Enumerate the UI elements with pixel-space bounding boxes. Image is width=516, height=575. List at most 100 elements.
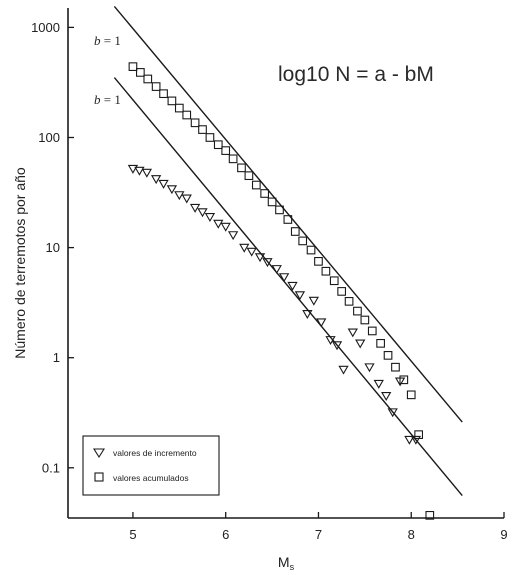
cumulative-point: [383, 351, 393, 360]
fit-line-label-1-value: = 1: [101, 33, 121, 48]
cumulative-point: [290, 227, 300, 236]
increment-point: [331, 341, 343, 351]
increment-point: [316, 318, 327, 328]
cumulative-point: [182, 110, 192, 120]
cumulative-point: [314, 257, 323, 266]
cumulative-point: [159, 89, 168, 99]
cumulative-point: [306, 245, 316, 255]
increment-point: [174, 191, 185, 201]
legend-label-incremento: valores de incremento: [113, 448, 197, 458]
x-axis-label-main: M: [278, 554, 290, 570]
cumulative-point: [425, 510, 435, 520]
cumulative-point: [298, 236, 308, 246]
increment-point: [271, 265, 282, 275]
legend: valores de incremento valores acumulados: [82, 435, 220, 496]
cumulative-point: [167, 96, 177, 106]
fit-line-label-2-symbol: b: [94, 92, 101, 107]
cumulative-point: [344, 296, 354, 306]
x-tick-label: 7: [315, 527, 322, 542]
y-tick-label: 0.1: [42, 460, 60, 475]
cumulative-point: [275, 205, 284, 215]
increment-point: [150, 175, 162, 185]
increment-point: [227, 231, 239, 241]
legend-box: [82, 435, 220, 496]
increment-point: [381, 392, 392, 401]
cumulative-point: [237, 163, 246, 173]
cumulative-point: [360, 315, 370, 325]
fit-line-label-2-value: = 1: [101, 92, 121, 107]
fit-line-cumulative: [113, 5, 463, 423]
legend-label-acumulados: valores acumulados: [113, 473, 189, 483]
cumulative-point: [136, 68, 145, 77]
increment-point: [141, 168, 153, 178]
cumulative-point: [198, 125, 207, 134]
x-ticks: 5 6 7 8 9: [129, 512, 508, 542]
fit-line-label-2: b = 1: [94, 92, 121, 107]
x-tick-label: 6: [222, 527, 229, 542]
increment-point: [410, 435, 422, 445]
increment-point: [302, 310, 313, 319]
cumulative-point: [244, 171, 254, 181]
cumulative-point: [251, 180, 261, 190]
increment-point: [287, 281, 298, 291]
data-points: [127, 62, 435, 520]
cumulative-point: [143, 74, 153, 84]
y-ticks: 1000 100 10 1 0.1: [31, 20, 74, 475]
increment-point: [338, 365, 349, 375]
increment-point: [308, 296, 319, 306]
increment-point: [254, 253, 266, 263]
increment-point: [404, 435, 415, 445]
cumulative-point: [190, 118, 200, 128]
increment-point: [220, 222, 231, 232]
legend-triangle-marker: [93, 448, 105, 459]
increment-point: [197, 208, 208, 218]
increment-point: [189, 203, 201, 213]
y-tick-label: 1000: [31, 20, 60, 35]
cumulative-point: [205, 133, 215, 142]
cumulative-point: [399, 375, 409, 385]
increment-point: [325, 336, 336, 346]
fit-lines: [113, 5, 463, 496]
increment-point: [355, 339, 366, 349]
cumulative-point: [329, 276, 339, 286]
increment-point: [246, 247, 257, 257]
increment-point: [294, 291, 306, 301]
cumulative-point: [353, 306, 362, 316]
cumulative-point: [367, 326, 377, 336]
cumulative-point: [267, 197, 277, 207]
increment-point: [278, 273, 290, 283]
increment-point: [262, 258, 273, 268]
increment-point: [213, 219, 224, 229]
cumulative-point: [337, 287, 347, 296]
cumulative-point: [128, 62, 138, 71]
x-tick-label: 8: [408, 527, 415, 542]
x-tick-label: 5: [129, 527, 136, 542]
cumulative-point: [174, 103, 184, 113]
axes: [67, 8, 504, 519]
increment-point: [347, 328, 358, 338]
increment-point: [364, 363, 375, 373]
formula-annotation: log10 N = a - bM: [278, 63, 434, 86]
cumulative-point: [283, 215, 293, 224]
fit-line-incremental: [113, 77, 463, 496]
cumulative-point: [260, 189, 270, 198]
y-axis-label: Número de terremotos por año: [12, 167, 28, 359]
y-tick-label: 100: [38, 130, 60, 145]
fit-line-label-1: b = 1: [94, 33, 121, 48]
x-tick-label: 9: [500, 527, 507, 542]
cumulative-point: [151, 82, 161, 91]
cumulative-point: [414, 430, 424, 440]
increment-point: [373, 379, 384, 389]
increment-point: [134, 166, 145, 176]
fit-line-label-1-symbol: b: [94, 33, 101, 48]
increment-point: [166, 185, 178, 195]
cumulative-point: [321, 266, 331, 276]
y-tick-label: 10: [46, 240, 60, 255]
legend-square-marker: [94, 472, 104, 482]
cumulative-point: [228, 154, 238, 164]
cumulative-point: [391, 362, 400, 372]
increment-point: [387, 408, 398, 418]
increment-point: [204, 213, 216, 223]
